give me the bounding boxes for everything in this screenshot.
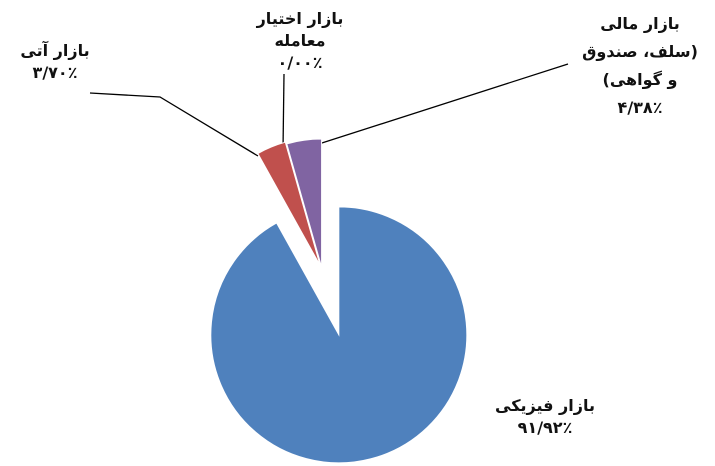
value-label: ۰/۰۰٪ (277, 53, 323, 72)
slice-label: بازار اختیار معامله ۰/۰۰٪ (240, 8, 360, 74)
value-label: ۳/۷۰٪ (32, 63, 78, 82)
slice-label: بازار مالی (سلف، صندوق و گواهی) ۴/۳۸٪ (575, 10, 705, 122)
category-label: بازار فیزیکی (495, 396, 595, 415)
category-label: بازار اختیار معامله (256, 9, 344, 50)
pie-slice (257, 141, 321, 266)
slice-label: بازار فیزیکی ۹۱/۹۲٪ (470, 395, 620, 439)
value-label: ۴/۳۸٪ (617, 98, 663, 117)
pie-slice (286, 138, 323, 268)
category-label: بازار آتی (20, 41, 90, 60)
leader-line (282, 73, 285, 151)
leader-line (89, 92, 259, 157)
slice-label: بازار آتی ۳/۷۰٪ (5, 40, 105, 84)
value-label: ۹۱/۹۲٪ (517, 418, 573, 437)
leader-line (299, 63, 569, 151)
pie-slice (210, 206, 468, 464)
category-label: بازار مالی (سلف، صندوق و گواهی) (582, 14, 698, 89)
